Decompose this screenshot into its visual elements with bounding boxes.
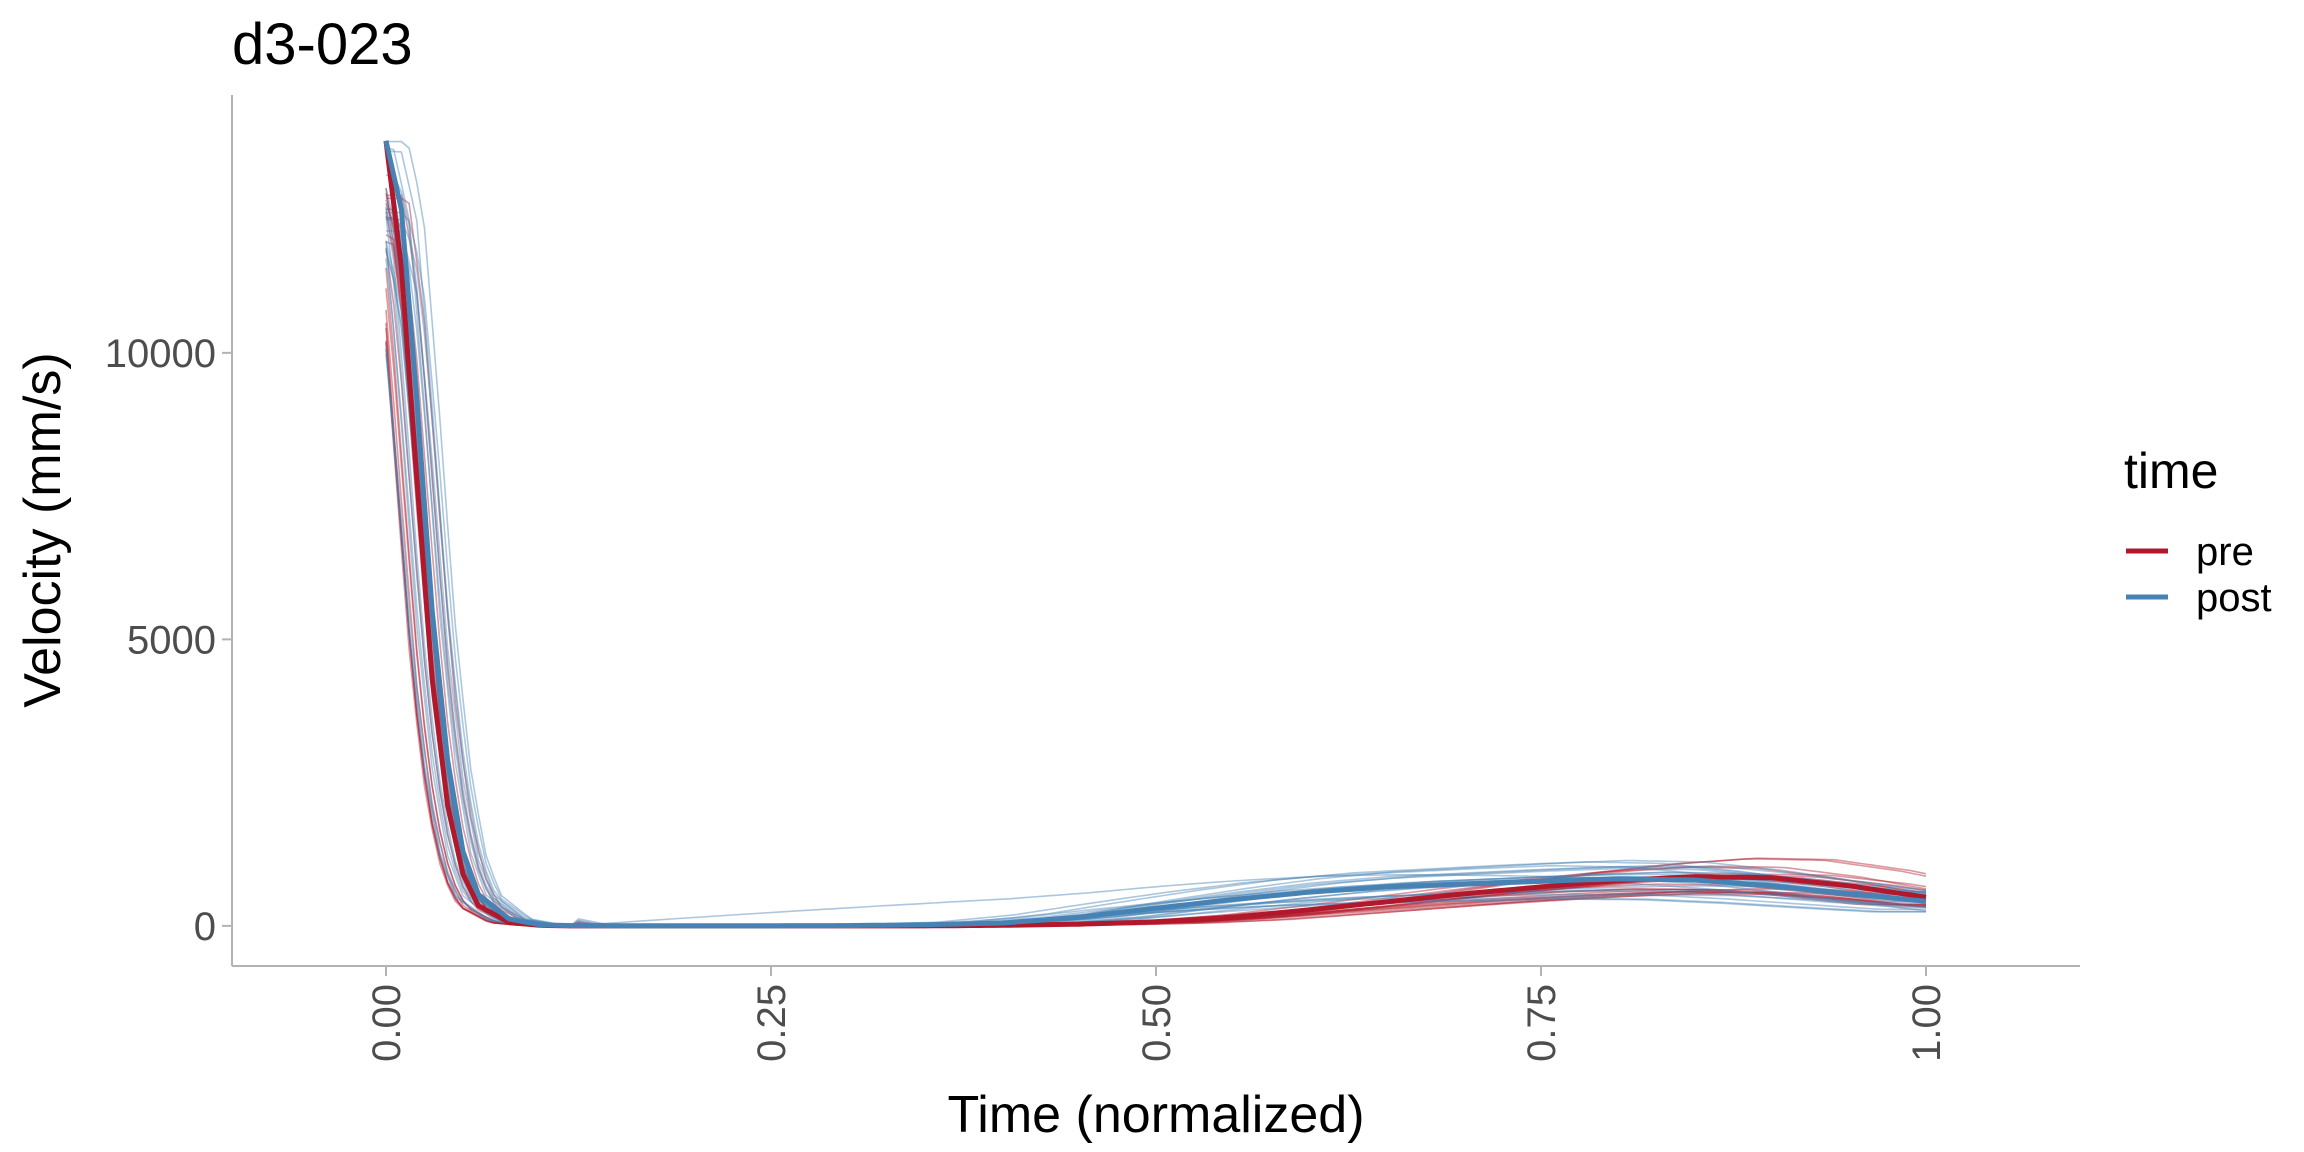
x-axis-ticks: 0.00 0.25 0.50 0.75 1.00: [365, 966, 1949, 1062]
y-axis-ticks: 0 5000 10000: [105, 332, 232, 949]
trial-line-post: [386, 150, 1926, 927]
trial-line-post: [386, 211, 1926, 927]
mean-line-pre: [383, 140, 1927, 929]
trial-line-post: [385, 353, 1927, 927]
trial-lines-post: [385, 140, 1927, 927]
legend-label-post: post: [2196, 576, 2272, 620]
trial-line-pre: [385, 203, 1926, 927]
x-tick-label: 1.00: [1905, 984, 1949, 1062]
trial-line-pre: [385, 193, 1926, 927]
trial-line-post: [386, 174, 1926, 927]
trial-line-pre: [385, 240, 1926, 927]
trial-line-post: [385, 248, 1927, 927]
trial-line-pre: [385, 211, 1927, 927]
trial-line-post: [385, 241, 1927, 927]
legend-title: time: [2124, 443, 2218, 499]
trial-line-post: [385, 240, 1927, 927]
trial-line-pre: [385, 340, 1927, 927]
trial-line-post: [385, 349, 1927, 927]
trial-line-pre: [385, 288, 1927, 927]
trial-line-post: [386, 218, 1926, 927]
trial-line-post: [385, 199, 1927, 927]
trial-line-post: [385, 250, 1927, 927]
trial-line-post: [386, 218, 1926, 927]
trial-line-post: [385, 215, 1927, 927]
y-tick-label: 0: [194, 905, 216, 949]
trial-line-pre: [386, 197, 1926, 927]
chart-title: d3-023: [232, 12, 413, 77]
trial-line-pre: [385, 309, 1927, 927]
trial-line-pre: [386, 194, 1926, 927]
trial-line-post: [386, 140, 1926, 927]
trial-line-pre: [386, 216, 1926, 927]
y-tick-label: 10000: [105, 332, 216, 376]
trial-line-post: [385, 206, 1927, 927]
trial-line-pre: [385, 322, 1927, 927]
trial-line-pre: [385, 267, 1927, 927]
x-tick-label: 0.75: [1520, 984, 1564, 1062]
y-axis-title: Velocity (mm/s): [14, 352, 72, 707]
mean-line-post: [383, 140, 1927, 929]
trial-line-pre: [385, 327, 1927, 927]
x-tick-label: 0.00: [365, 984, 409, 1062]
x-tick-label: 0.50: [1135, 984, 1179, 1062]
x-tick-label: 0.25: [750, 984, 794, 1062]
trial-line-post: [385, 258, 1927, 927]
mean-lines: [383, 140, 1927, 929]
trial-line-pre: [385, 247, 1927, 927]
trial-lines-pre: [385, 187, 1927, 927]
y-tick-label: 5000: [127, 618, 216, 662]
trial-line-post: [386, 230, 1926, 927]
trial-line-post: [385, 156, 1927, 927]
trial-line-post: [385, 147, 1926, 927]
trial-line-pre: [385, 187, 1927, 927]
trial-line-pre: [385, 234, 1926, 927]
plot-area: [383, 140, 1927, 929]
legend-label-pre: pre: [2196, 530, 2254, 574]
trial-line-pre: [386, 208, 1926, 927]
trial-line-post: [385, 348, 1927, 927]
trial-line-post: [385, 208, 1927, 927]
x-axis-title: Time (normalized): [947, 1086, 1364, 1144]
trial-line-pre: [385, 342, 1927, 927]
trial-line-post: [385, 187, 1927, 927]
